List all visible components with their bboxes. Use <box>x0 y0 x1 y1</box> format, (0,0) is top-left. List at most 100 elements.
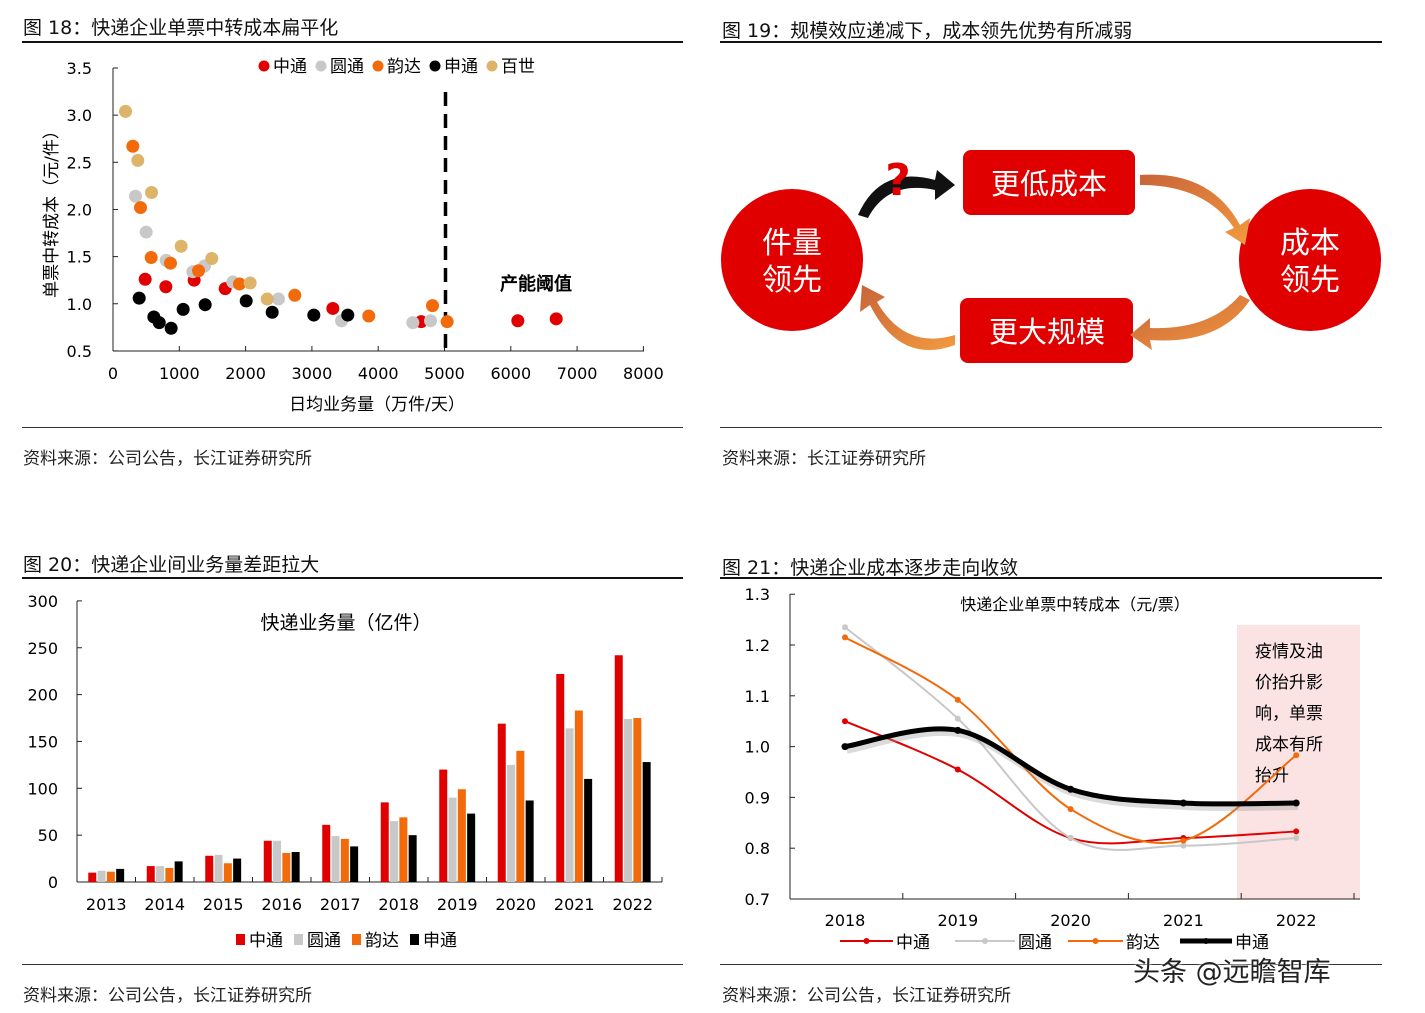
scatter-point <box>362 309 376 323</box>
bar <box>574 710 583 882</box>
scatter-point <box>425 299 439 313</box>
y-tick-label: 300 <box>27 592 58 611</box>
x-tick-label: 2013 <box>86 895 127 914</box>
right-circle-line2: 领先 <box>1280 263 1340 298</box>
bar <box>525 800 534 882</box>
series-shadow <box>846 729 1299 811</box>
scatter-point <box>132 291 146 305</box>
data-point <box>1067 806 1074 813</box>
scatter-point <box>440 315 454 329</box>
bar <box>273 840 282 882</box>
data-point <box>841 743 849 751</box>
data-point <box>1180 842 1187 849</box>
bar <box>263 840 272 882</box>
legend-label: 百世 <box>501 57 535 77</box>
y-tick-label: 1.0 <box>67 295 92 314</box>
fig19-source: 资料来源：长江证券研究所 <box>722 449 926 469</box>
y-tick-label: 1.1 <box>745 687 770 706</box>
black-arrow-icon <box>858 170 955 218</box>
annotation-text: 疫情及油 <box>1255 642 1323 662</box>
fig21-source: 资料来源：公司公告，长江证券研究所 <box>722 986 1011 1006</box>
x-tick-label: 2021 <box>1163 911 1204 930</box>
fig20-source: 资料来源：公司公告，长江证券研究所 <box>23 986 312 1006</box>
data-point <box>1067 785 1075 793</box>
bar <box>322 824 331 882</box>
chart-title: 快递业务量（亿件） <box>260 612 431 634</box>
y-tick-label: 0.9 <box>745 788 770 807</box>
bar <box>340 838 349 882</box>
fig18-title: 图 18：快递企业单票中转成本扁平化 <box>23 17 339 39</box>
legend-label: 圆通 <box>1018 933 1052 953</box>
data-point <box>954 726 962 734</box>
legend-label: 韵达 <box>1126 933 1160 953</box>
bottom-box <box>960 298 1133 363</box>
scatter-point <box>139 225 153 239</box>
x-tick-label: 1000 <box>159 364 200 383</box>
scatter-point <box>163 256 177 270</box>
y-axis-title: 单票中转成本（元/件） <box>42 122 62 298</box>
y-tick-label: 1.2 <box>745 636 770 655</box>
data-point <box>1180 837 1187 844</box>
y-tick-label: 100 <box>27 779 58 798</box>
scatter-point <box>326 301 340 315</box>
legend-label: 韵达 <box>365 931 399 951</box>
legend-marker <box>1203 938 1209 944</box>
scatter-point <box>176 302 190 316</box>
scatter-point <box>159 280 173 294</box>
y-tick-label: 0 <box>48 873 58 892</box>
x-tick-label: 2017 <box>320 895 361 914</box>
bar <box>380 802 389 882</box>
scatter-point <box>138 272 152 286</box>
bar <box>88 872 97 882</box>
y-tick-label: 3.5 <box>67 59 92 78</box>
bar <box>156 866 165 882</box>
y-tick-label: 250 <box>27 639 58 658</box>
series-line <box>844 626 1297 851</box>
bar <box>457 789 466 882</box>
scatter-point <box>239 294 253 308</box>
fig19-title: 图 19：规模效应递减下，成本领先优势有所减弱 <box>722 20 1133 42</box>
legend-marker <box>1092 938 1099 944</box>
scatter-point <box>265 305 279 319</box>
fig20-title: 图 20：快递企业间业务量差距拉大 <box>23 554 320 576</box>
bar <box>97 870 106 882</box>
scatter-point <box>341 308 355 322</box>
bar <box>282 852 291 882</box>
legend-label: 中通 <box>249 931 283 951</box>
bar <box>165 867 174 882</box>
legend-marker <box>315 60 327 72</box>
bar <box>223 863 232 882</box>
bar <box>642 762 651 882</box>
question-mark-icon: ? <box>885 155 911 206</box>
x-tick-label: 2020 <box>495 895 536 914</box>
bar <box>408 835 417 882</box>
series-line <box>844 720 1297 845</box>
legend-label: 圆通 <box>330 57 364 77</box>
scatter-point <box>307 308 321 322</box>
x-tick-label: 2022 <box>1276 911 1317 930</box>
scatter-point <box>144 251 158 265</box>
bar <box>350 846 359 882</box>
bar <box>507 764 516 882</box>
bar <box>291 852 300 882</box>
capacity-threshold-label: 产能阈值 <box>500 273 572 295</box>
x-tick-label: 7000 <box>557 364 598 383</box>
legend-label: 中通 <box>273 57 307 77</box>
x-tick-label: 2021 <box>554 895 595 914</box>
legend-marker <box>258 60 270 72</box>
x-tick-label: 2014 <box>144 895 185 914</box>
data-point <box>1293 752 1300 759</box>
divider <box>720 577 1382 579</box>
bar <box>516 750 525 882</box>
bar <box>233 858 242 882</box>
scatter-point <box>164 321 178 335</box>
y-tick-label: 50 <box>38 826 58 845</box>
top-box <box>963 150 1135 215</box>
scatter-point <box>134 201 148 215</box>
divider <box>720 964 1382 965</box>
divider <box>22 964 683 965</box>
bar <box>214 854 223 882</box>
scatter-point <box>406 316 420 330</box>
scatter-point <box>233 277 247 291</box>
